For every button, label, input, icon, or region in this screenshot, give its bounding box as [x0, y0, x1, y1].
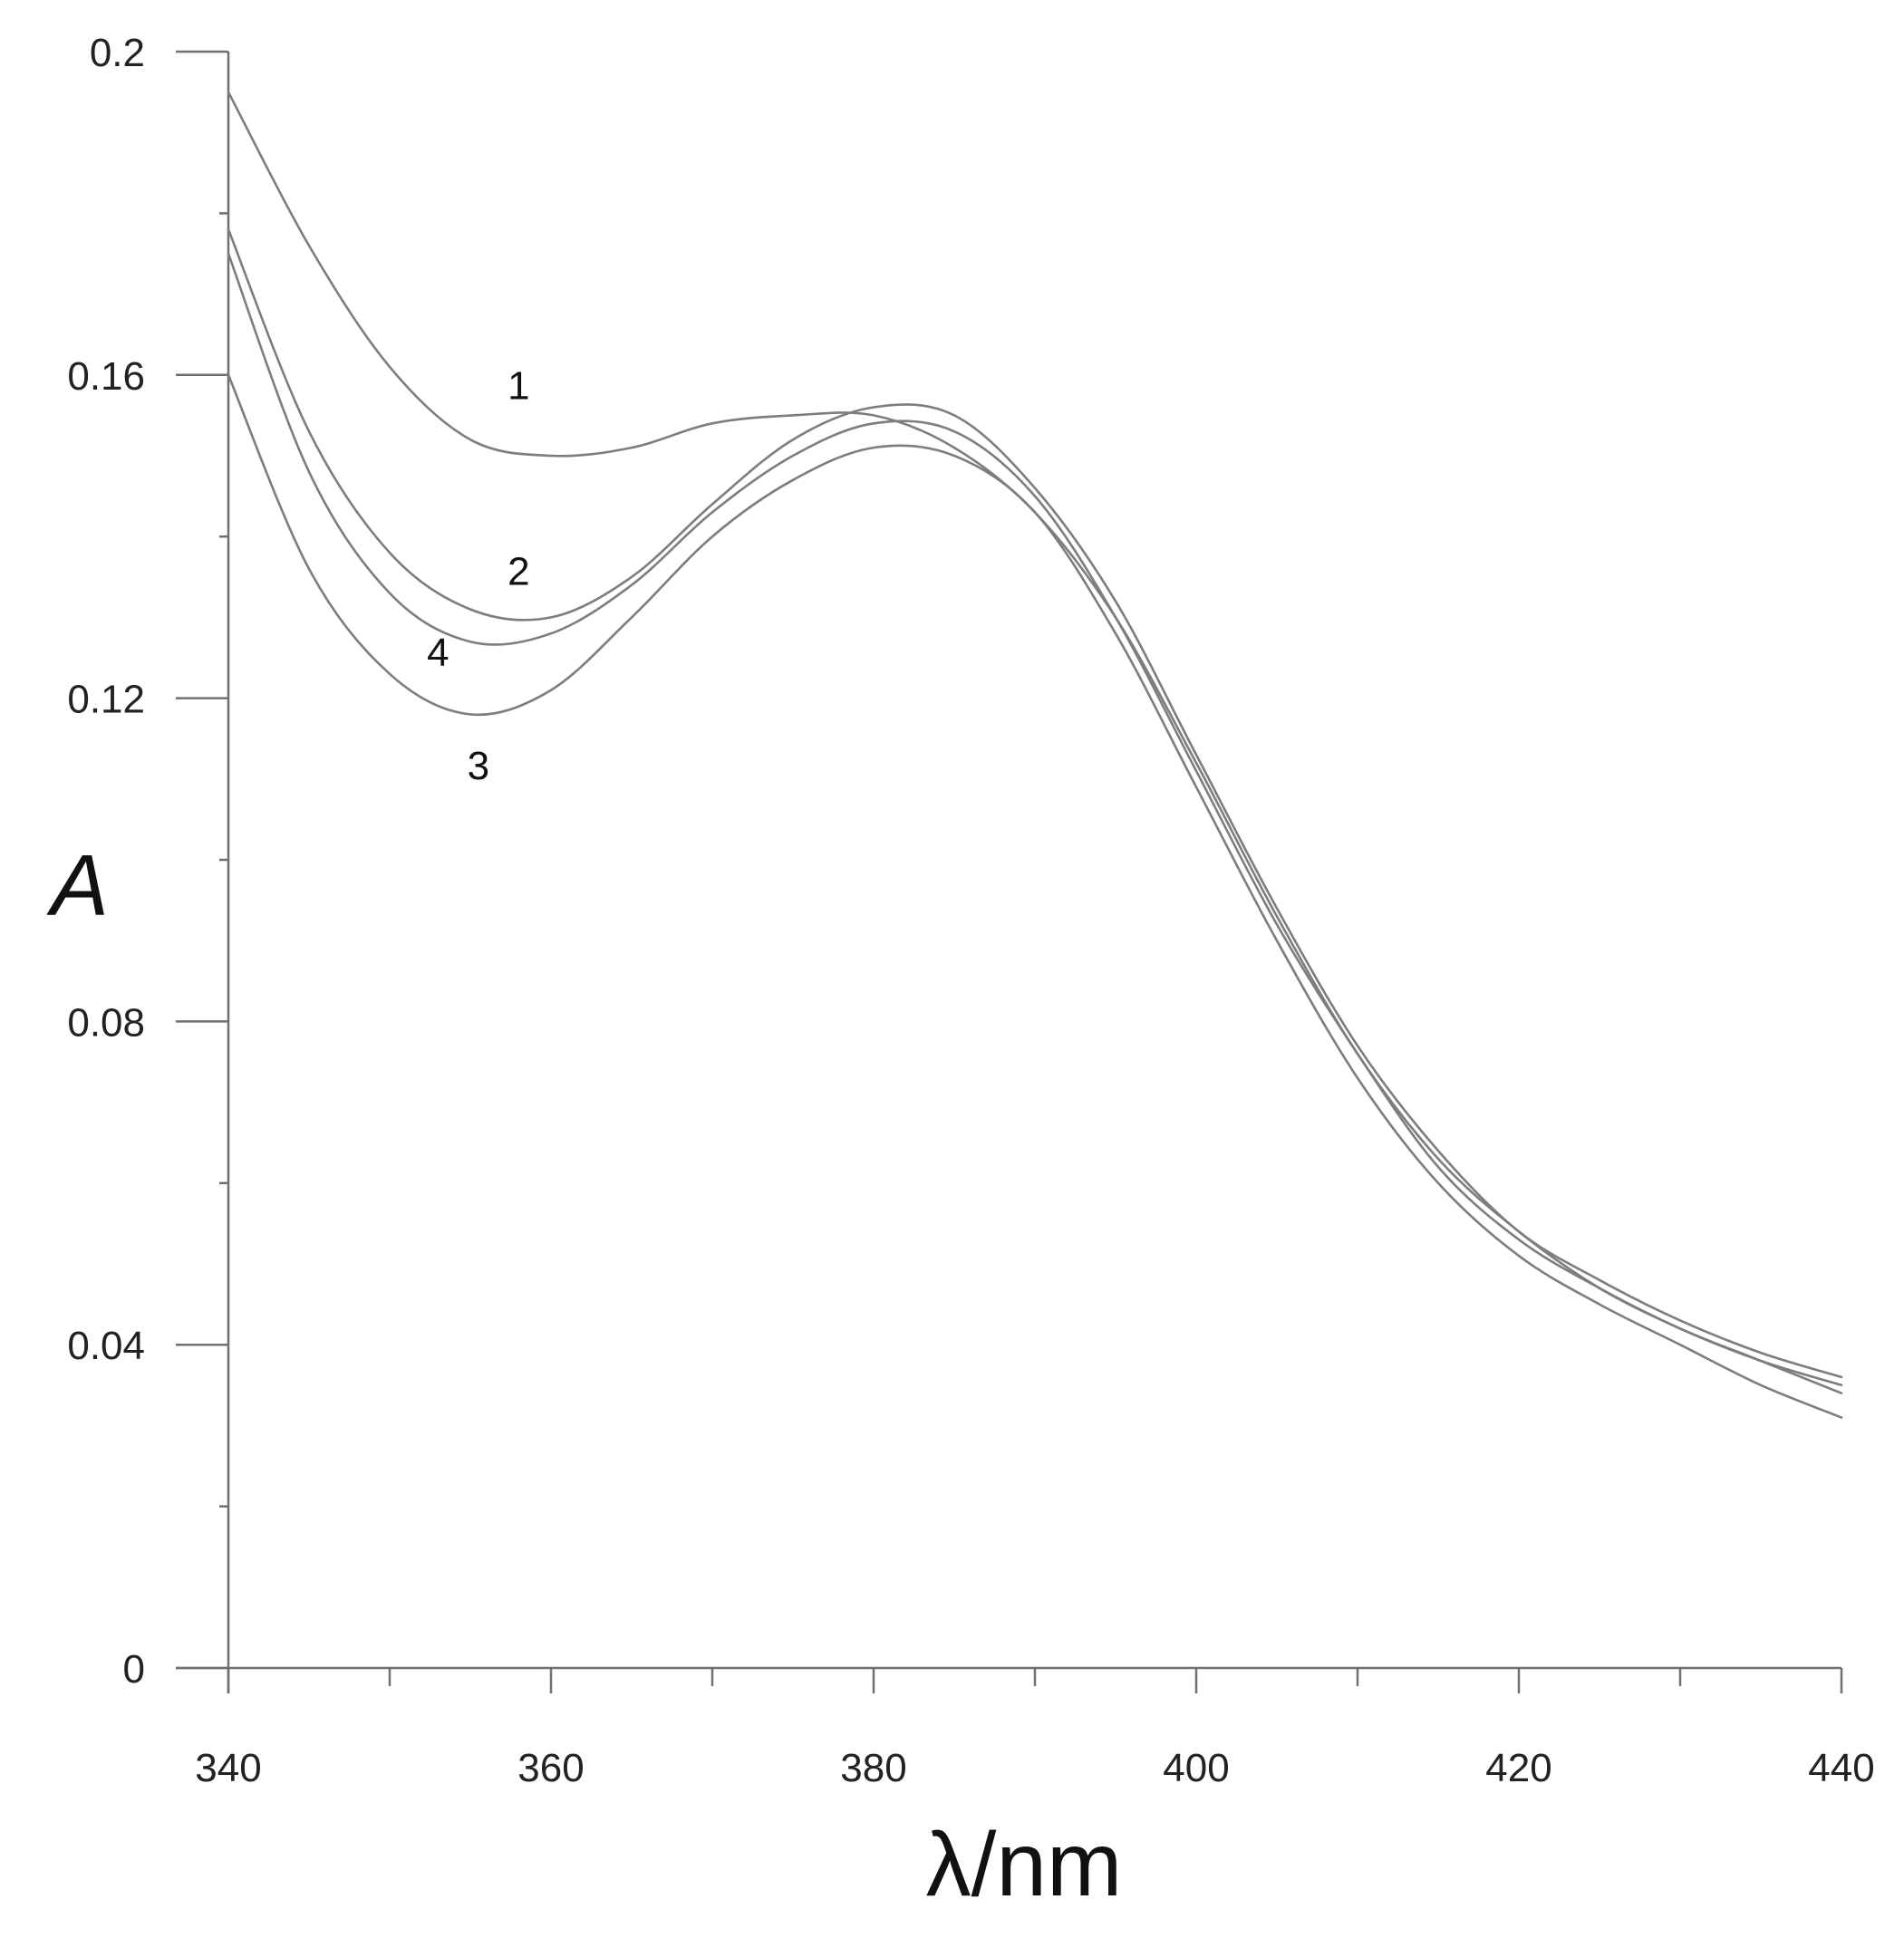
x-tick-label: 440 — [1808, 1746, 1874, 1790]
y-tick-label: 0.2 — [90, 31, 145, 75]
y-axis-ticks: 0 0.04 0.08 0.12 0.16 0.2 — [67, 31, 228, 1692]
x-axis-label: λ/nm — [926, 1814, 1123, 1915]
spectrum-series — [227, 91, 1843, 1419]
x-tick-label: 360 — [517, 1746, 584, 1790]
y-tick-label: 0.08 — [67, 1000, 145, 1045]
y-tick-label: 0.12 — [67, 678, 145, 722]
x-tick-label: 380 — [840, 1746, 906, 1790]
series-label-2: 2 — [507, 550, 529, 594]
series-label-1: 1 — [507, 364, 529, 409]
x-tick-label: 340 — [195, 1746, 261, 1790]
x-tick-label: 400 — [1163, 1746, 1229, 1790]
x-axis-ticks: 340 360 380 400 420 440 — [195, 1668, 1875, 1790]
series-labels: 1 2 4 3 — [427, 364, 529, 788]
chart-axes — [176, 52, 1841, 1693]
series-line-4 — [227, 252, 1843, 1394]
series-label-4: 4 — [427, 631, 449, 675]
y-tick-label: 0.16 — [67, 354, 145, 399]
series-line-3 — [227, 373, 1843, 1419]
series-label-3: 3 — [468, 744, 489, 788]
x-tick-label: 420 — [1485, 1746, 1551, 1790]
y-tick-label: 0 — [123, 1647, 145, 1692]
series-line-2 — [227, 227, 1843, 1379]
y-tick-label: 0.04 — [67, 1324, 145, 1368]
y-axis-label: A — [46, 837, 109, 934]
series-line-1 — [227, 91, 1843, 1387]
